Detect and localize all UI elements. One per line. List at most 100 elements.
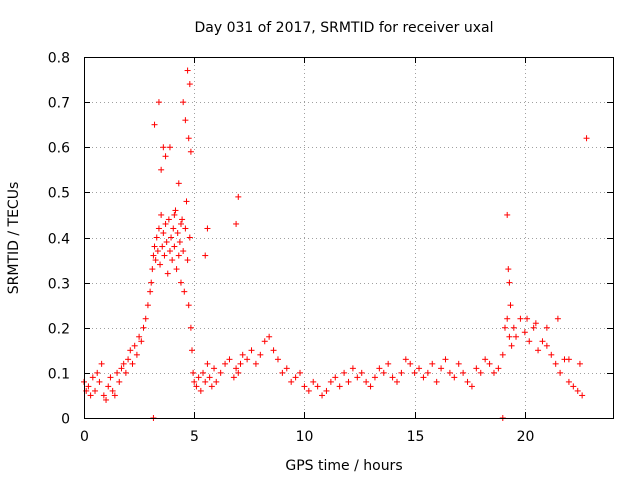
y-tick-label: 0.4: [48, 232, 70, 248]
data-point: [565, 378, 572, 385]
data-point: [455, 360, 462, 367]
data-point: [274, 356, 281, 363]
data-point: [179, 216, 186, 223]
data-point: [349, 365, 356, 372]
data-point: [345, 378, 352, 385]
data-point: [336, 383, 343, 390]
data-point: [507, 302, 514, 309]
data-point: [266, 333, 273, 340]
data-point: [506, 279, 513, 286]
data-point: [506, 333, 513, 340]
data-point: [429, 360, 436, 367]
data-point: [548, 351, 555, 358]
data-point: [131, 342, 138, 349]
data-point: [182, 117, 189, 124]
data-point: [85, 383, 92, 390]
data-point: [103, 396, 110, 403]
data-point: [283, 365, 290, 372]
data-point: [239, 351, 246, 358]
data-point: [120, 360, 127, 367]
data-point: [510, 324, 517, 331]
data-point: [136, 333, 143, 340]
data-point: [526, 338, 533, 345]
data-point: [162, 153, 169, 160]
data-point: [125, 356, 132, 363]
data-point: [393, 378, 400, 385]
data-point: [184, 67, 191, 74]
data-point: [118, 365, 125, 372]
data-point: [543, 342, 550, 349]
data-point: [389, 374, 396, 381]
data-point: [583, 135, 590, 142]
data-point: [166, 248, 173, 255]
data-point: [170, 225, 177, 232]
grid-lines: [84, 57, 613, 418]
data-points: [81, 67, 590, 421]
data-point: [168, 234, 175, 241]
data-point: [332, 374, 339, 381]
data-point: [186, 234, 193, 241]
data-point: [185, 135, 192, 142]
data-point: [133, 351, 140, 358]
y-tick-label: 0.7: [48, 96, 70, 112]
y-tick-label: 0.3: [48, 277, 70, 293]
data-point: [158, 211, 165, 218]
data-point: [171, 211, 178, 218]
data-point: [554, 315, 561, 322]
data-point: [92, 387, 99, 394]
data-point: [490, 369, 497, 376]
data-point: [363, 378, 370, 385]
data-point: [233, 220, 240, 227]
data-point: [172, 207, 179, 214]
data-point: [150, 252, 157, 259]
data-point: [176, 239, 183, 246]
data-point: [305, 387, 312, 394]
data-point: [183, 198, 190, 205]
data-point: [161, 252, 168, 259]
data-point: [158, 166, 165, 173]
x-tick-label: 10: [296, 429, 314, 445]
data-point: [424, 369, 431, 376]
data-point: [155, 225, 162, 232]
data-point: [279, 369, 286, 376]
data-point: [233, 365, 240, 372]
data-point: [155, 99, 162, 106]
data-point: [341, 369, 348, 376]
data-point: [482, 356, 489, 363]
data-point: [173, 266, 180, 273]
data-point: [416, 365, 423, 372]
data-point: [202, 378, 209, 385]
data-point: [504, 315, 511, 322]
data-point: [517, 315, 524, 322]
data-point: [327, 378, 334, 385]
data-point: [354, 374, 361, 381]
data-point: [206, 374, 213, 381]
data-point: [187, 324, 194, 331]
data-point: [570, 383, 577, 390]
data-point: [111, 392, 118, 399]
data-point: [468, 383, 475, 390]
data-point: [191, 378, 198, 385]
data-point: [521, 329, 528, 336]
y-tick-label: 0.2: [48, 322, 70, 338]
data-point: [107, 374, 114, 381]
data-point: [301, 383, 308, 390]
data-point: [235, 369, 242, 376]
data-point: [371, 374, 378, 381]
data-point: [504, 211, 511, 218]
data-point: [257, 351, 264, 358]
data-point: [464, 378, 471, 385]
data-point: [109, 387, 116, 394]
data-point: [160, 229, 167, 236]
data-point: [376, 365, 383, 372]
data-point: [127, 347, 134, 354]
x-tick-label: 20: [517, 429, 535, 445]
data-point: [180, 248, 187, 255]
data-point: [169, 257, 176, 264]
data-point: [292, 374, 299, 381]
data-point: [148, 279, 155, 286]
y-tick-label: 0: [61, 412, 70, 428]
data-point: [323, 387, 330, 394]
data-point: [87, 392, 94, 399]
